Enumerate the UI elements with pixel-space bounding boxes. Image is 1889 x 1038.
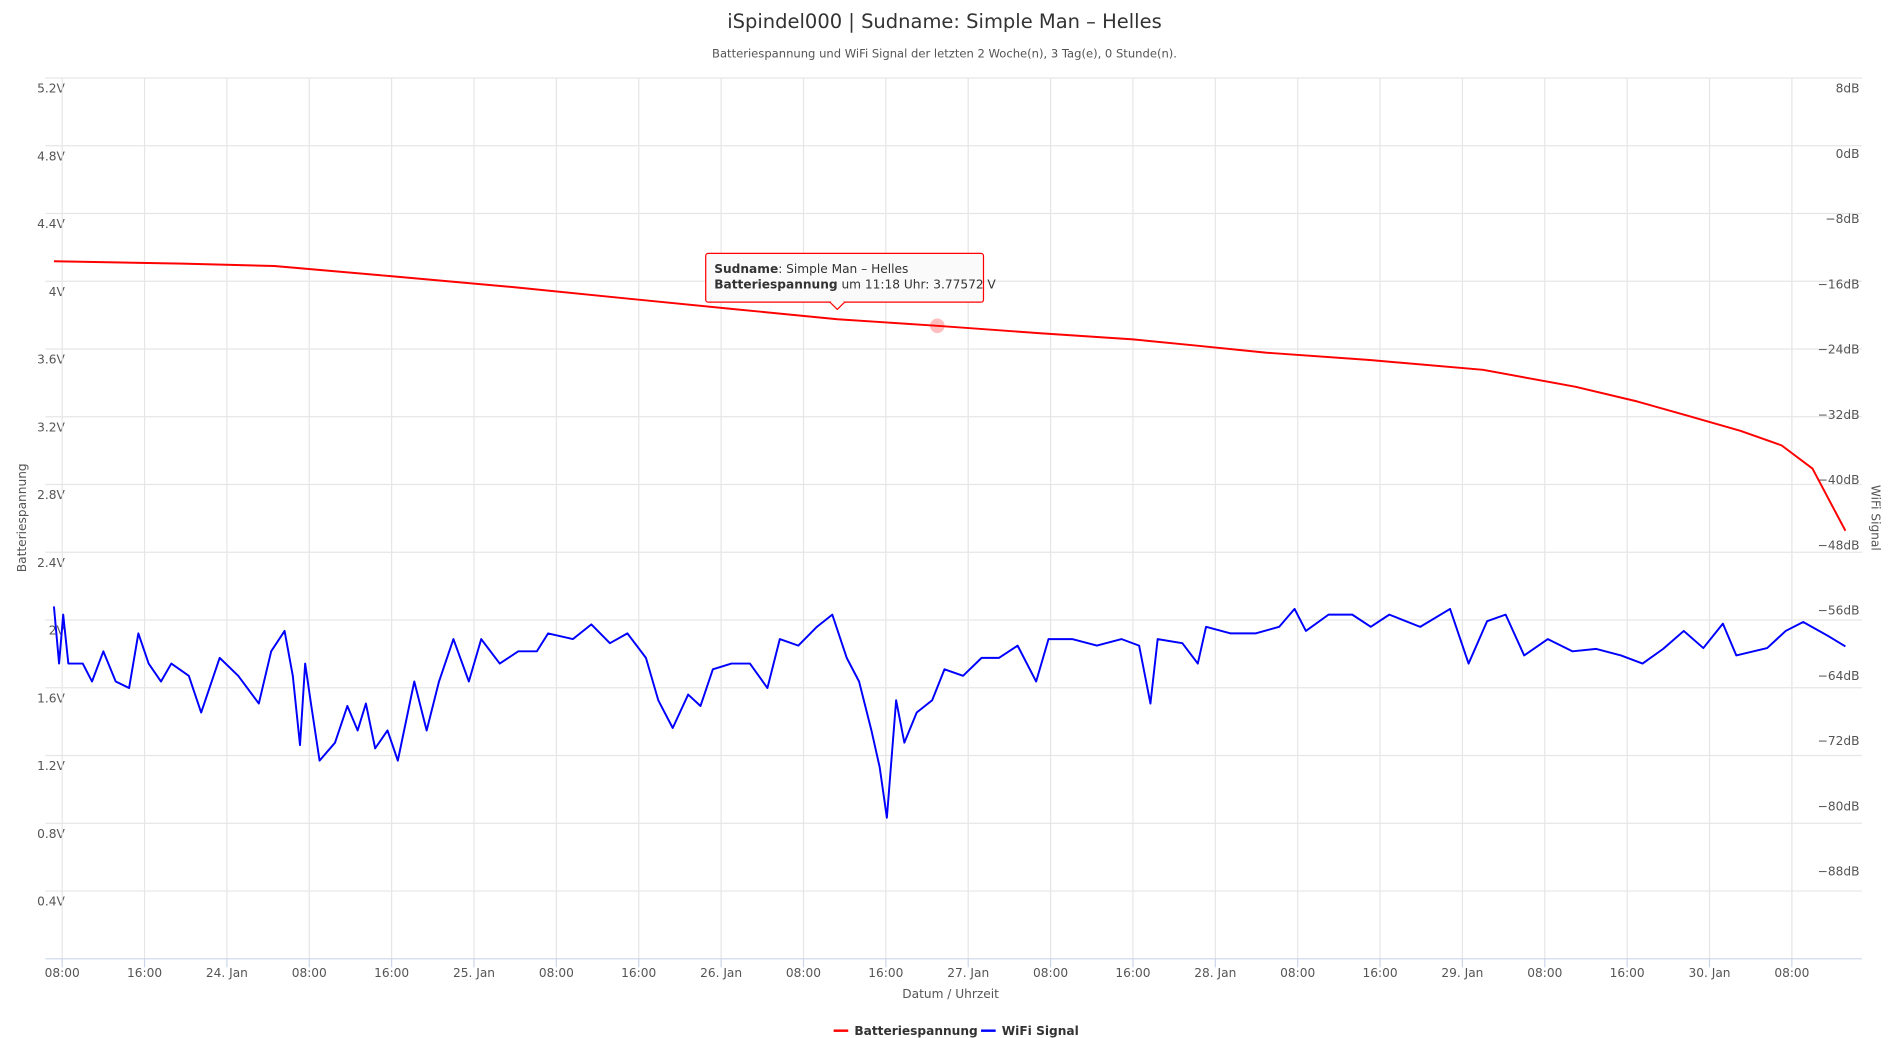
- y-tick-label: 3.2V: [37, 420, 65, 434]
- x-tick-label: 25. Jan: [453, 966, 495, 980]
- x-tick-label: 29. Jan: [1441, 966, 1483, 980]
- chart-title: iSpindel000 | Sudname: Simple Man – Hell…: [727, 10, 1161, 33]
- x-tick-label: 30. Jan: [1689, 966, 1731, 980]
- y-tick-label: 2.8V: [37, 488, 65, 502]
- tooltip-line: Batteriespannung um 11:18 Uhr: 3.77572 V: [714, 278, 996, 292]
- x-tick-label: 08:00: [292, 966, 327, 980]
- y2-tick-label: −72dB: [1818, 734, 1860, 748]
- y-tick-label: 0.4V: [37, 895, 65, 909]
- y-tick-label: 1.6V: [37, 691, 65, 705]
- y2-tick-label: −64dB: [1818, 669, 1860, 683]
- tooltip-line: Sudname: Simple Man – Helles: [714, 262, 908, 276]
- data-line: [52, 606, 1846, 819]
- y-tick-label: 4V: [49, 285, 66, 299]
- x-axis-title: Datum / Uhrzeit: [902, 987, 999, 1001]
- y-tick-label: 5.2V: [37, 82, 65, 96]
- x-tick-label: 16:00: [1610, 966, 1645, 980]
- x-tick-label: 08:00: [1033, 966, 1068, 980]
- y-tick-label: 1.2V: [37, 759, 65, 773]
- chart-subtitle: Batteriespannung und WiFi Signal der let…: [712, 46, 1177, 60]
- y2-tick-label: −88dB: [1818, 865, 1860, 879]
- y-tick-label: 3.6V: [37, 353, 65, 367]
- x-tick-label: 26. Jan: [700, 966, 742, 980]
- plot-area: [52, 260, 1847, 819]
- tooltip-key: Batteriespannung: [714, 278, 837, 292]
- legend-label[interactable]: Batteriespannung: [854, 1024, 977, 1038]
- x-tick-label: 08:00: [1774, 966, 1809, 980]
- x-tick-label: 16:00: [621, 966, 656, 980]
- x-tick-label: 16:00: [127, 966, 162, 980]
- x-tick-label: 16:00: [1115, 966, 1150, 980]
- x-tick-label: 08:00: [45, 966, 80, 980]
- y2-tick-label: −8dB: [1825, 212, 1859, 226]
- x-tick-label: 16:00: [868, 966, 903, 980]
- y-tick-label: 0.8V: [37, 827, 65, 841]
- y2-tick-label: −16dB: [1818, 277, 1860, 291]
- tooltip-text: um 11:18 Uhr: 3.77572 V: [838, 278, 997, 292]
- y-tick-label: 2.4V: [37, 556, 65, 570]
- x-tick-label: 08:00: [786, 966, 821, 980]
- x-tick-label: 24. Jan: [206, 966, 248, 980]
- x-tick-label: 08:00: [539, 966, 574, 980]
- y2-tick-label: −48dB: [1818, 538, 1860, 552]
- x-tick-label: 08:00: [1527, 966, 1562, 980]
- x-tick-label: 16:00: [1363, 966, 1398, 980]
- y2-tick-label: −56dB: [1818, 604, 1860, 618]
- y2-tick-label: 0dB: [1836, 147, 1860, 161]
- tooltip: Sudname: Simple Man – Helles Batteriespa…: [705, 252, 996, 311]
- x-tick-label: 16:00: [374, 966, 409, 980]
- x-tick-label: 28. Jan: [1194, 966, 1236, 980]
- legend-label[interactable]: WiFi Signal: [1002, 1024, 1079, 1038]
- y2-tick-label: −24dB: [1818, 343, 1860, 357]
- x-tick-label: 08:00: [1280, 966, 1315, 980]
- y-tick-label: 4.8V: [37, 149, 65, 163]
- y-axis-title: Batteriespannung: [15, 463, 29, 572]
- tooltip-key: Sudname: [714, 262, 778, 276]
- hover-marker: [930, 318, 945, 334]
- y2-tick-label: −80dB: [1818, 799, 1860, 813]
- y-tick-label: 4.4V: [37, 217, 65, 231]
- y2-axis-title: WiFi Signal: [1869, 485, 1883, 551]
- y2-tick-label: 8dB: [1836, 82, 1860, 96]
- x-tick-label: 27. Jan: [947, 966, 989, 980]
- y2-tick-label: −32dB: [1818, 408, 1860, 422]
- tooltip-text: : Simple Man – Helles: [778, 262, 908, 276]
- y2-tick-label: −40dB: [1818, 473, 1860, 487]
- legend: Batteriespannung WiFi Signal: [833, 1024, 1079, 1038]
- tooltip-pointer: [829, 301, 846, 311]
- data-line: [53, 260, 1847, 532]
